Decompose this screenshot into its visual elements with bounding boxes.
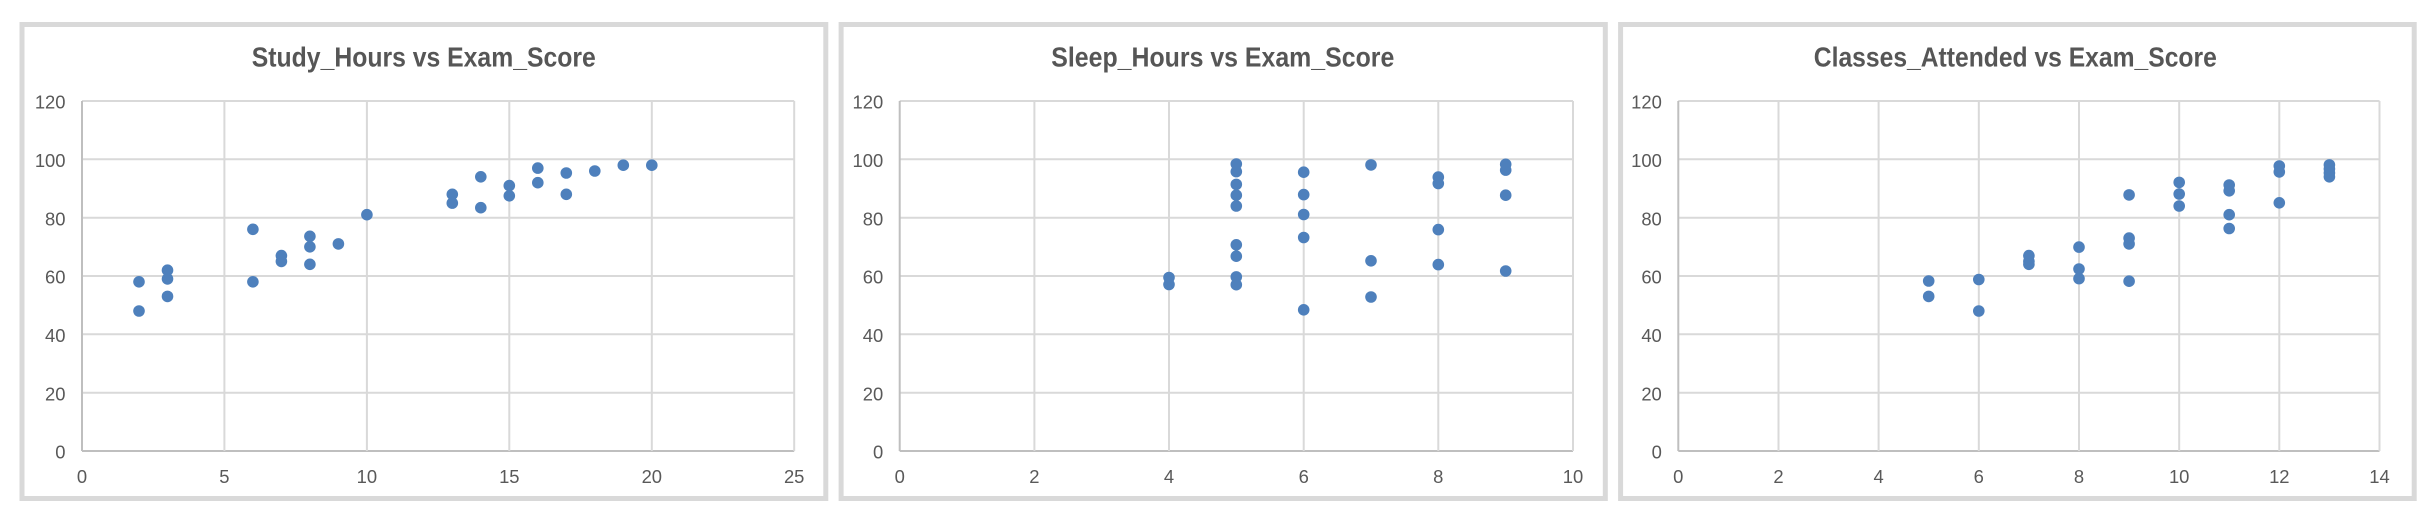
- svg-text:10: 10: [357, 466, 377, 487]
- svg-text:4: 4: [1164, 466, 1174, 487]
- svg-text:12: 12: [2269, 466, 2289, 487]
- svg-text:8: 8: [1433, 466, 1443, 487]
- svg-text:8: 8: [2074, 466, 2084, 487]
- svg-text:0: 0: [77, 466, 87, 487]
- svg-text:20: 20: [45, 383, 65, 404]
- svg-text:10: 10: [2169, 466, 2189, 487]
- svg-text:0: 0: [1652, 442, 1662, 463]
- svg-text:100: 100: [1631, 150, 1662, 171]
- svg-text:20: 20: [1641, 383, 1661, 404]
- svg-text:80: 80: [45, 208, 65, 229]
- svg-text:0: 0: [873, 442, 883, 463]
- svg-text:25: 25: [784, 466, 804, 487]
- svg-text:0: 0: [55, 442, 65, 463]
- svg-text:4: 4: [1873, 466, 1883, 487]
- svg-text:100: 100: [35, 150, 66, 171]
- svg-text:100: 100: [853, 150, 884, 171]
- svg-text:6: 6: [1299, 466, 1309, 487]
- svg-text:0: 0: [1673, 466, 1683, 487]
- svg-text:120: 120: [1631, 92, 1662, 113]
- svg-text:40: 40: [863, 325, 883, 346]
- svg-text:120: 120: [35, 92, 66, 113]
- svg-text:40: 40: [45, 325, 65, 346]
- svg-text:2: 2: [1773, 466, 1783, 487]
- svg-text:20: 20: [642, 466, 662, 487]
- svg-text:60: 60: [1641, 267, 1661, 288]
- svg-text:Classes_Attended vs Exam_Score: Classes_Attended vs Exam_Score: [1814, 41, 2217, 72]
- svg-text:60: 60: [45, 267, 65, 288]
- svg-text:15: 15: [499, 466, 519, 487]
- svg-text:80: 80: [863, 208, 883, 229]
- svg-text:5: 5: [219, 466, 229, 487]
- svg-text:Study_Hours vs Exam_Score: Study_Hours vs Exam_Score: [252, 41, 596, 72]
- svg-text:0: 0: [895, 466, 905, 487]
- svg-text:80: 80: [1641, 208, 1661, 229]
- svg-text:Sleep_Hours vs Exam_Score: Sleep_Hours vs Exam_Score: [1051, 41, 1394, 72]
- svg-text:6: 6: [1974, 466, 1984, 487]
- svg-text:10: 10: [1563, 466, 1583, 487]
- svg-text:2: 2: [1029, 466, 1039, 487]
- svg-text:14: 14: [2369, 466, 2389, 487]
- svg-text:40: 40: [1641, 325, 1661, 346]
- svg-text:60: 60: [863, 267, 883, 288]
- svg-text:20: 20: [863, 383, 883, 404]
- svg-text:120: 120: [853, 92, 884, 113]
